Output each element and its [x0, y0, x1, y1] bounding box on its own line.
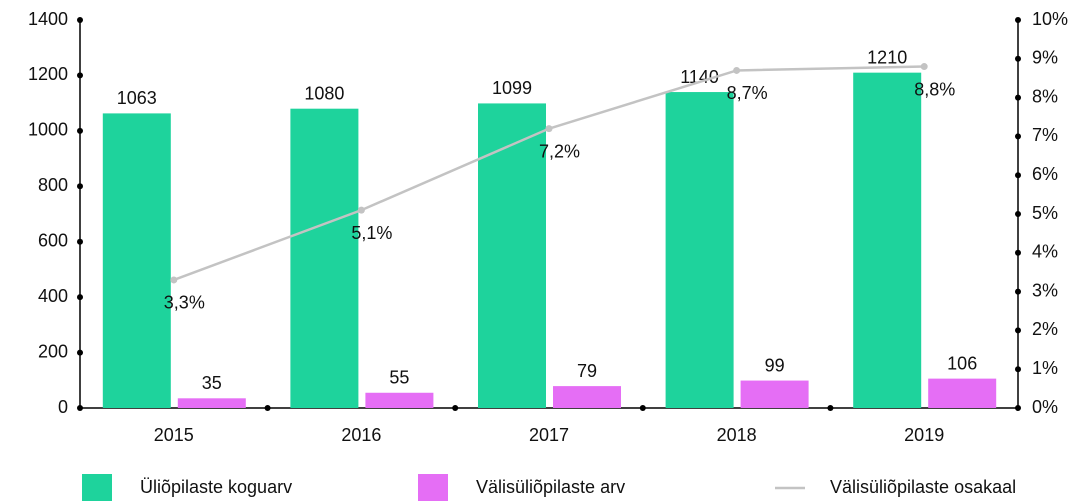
y-tick — [77, 349, 83, 356]
x-tick-label: 2017 — [529, 425, 569, 445]
bar-label: 79 — [577, 361, 597, 381]
bar-label: 99 — [765, 355, 785, 375]
y2-tick — [1015, 133, 1021, 140]
line-point — [545, 125, 553, 133]
line-point — [733, 66, 741, 74]
y2-tick-label: 7% — [1032, 125, 1058, 145]
y-tick — [77, 405, 83, 411]
y-tick-label: 1000 — [28, 120, 68, 140]
y2-tick-label: 5% — [1032, 203, 1058, 223]
y2-tick-label: 10% — [1032, 9, 1068, 29]
y-tick — [77, 294, 83, 301]
x-divider — [827, 405, 834, 411]
line-label: 3,3% — [164, 293, 205, 313]
bar — [177, 398, 246, 408]
legend-swatch — [418, 474, 448, 501]
line-point — [170, 276, 178, 284]
bar-label: 55 — [389, 368, 409, 388]
y2-tick — [1015, 327, 1021, 334]
y2-tick-label: 1% — [1032, 358, 1058, 378]
y-tick — [77, 127, 83, 134]
bar-label: 1063 — [117, 88, 157, 108]
x-tick-label: 2016 — [341, 425, 381, 445]
line-point — [357, 206, 365, 214]
y-tick-label: 400 — [38, 286, 68, 306]
y2-tick — [1015, 366, 1021, 373]
y-tick — [77, 72, 83, 79]
y-tick — [77, 17, 83, 23]
bar — [665, 92, 734, 409]
bar — [102, 113, 171, 408]
bar — [928, 378, 997, 408]
line-label: 5,1% — [351, 223, 392, 243]
bar-label: 1210 — [867, 47, 907, 67]
y2-tick-label: 2% — [1032, 319, 1058, 339]
bar-label: 1099 — [492, 78, 532, 98]
y-tick-label: 600 — [38, 230, 68, 250]
y2-tick-label: 9% — [1032, 48, 1058, 68]
bar-label: 35 — [202, 373, 222, 393]
bar-label: 1140 — [680, 67, 719, 87]
y-tick — [77, 183, 83, 190]
line-label: 8,7% — [727, 83, 768, 103]
x-divider — [452, 405, 459, 411]
x-tick-label: 2015 — [154, 425, 194, 445]
y2-tick-label: 3% — [1032, 280, 1058, 300]
y2-tick — [1015, 55, 1021, 62]
bar-label: 106 — [947, 353, 977, 373]
x-tick-label: 2018 — [717, 425, 757, 445]
y2-tick-label: 8% — [1032, 86, 1058, 106]
legend-label: Välisüliõpilaste osakaal — [830, 477, 1016, 497]
y2-tick-label: 0% — [1032, 397, 1058, 417]
y-tick-label: 800 — [38, 175, 68, 195]
y2-tick — [1015, 249, 1021, 256]
y-tick — [77, 238, 83, 245]
y2-tick-label: 6% — [1032, 164, 1058, 184]
legend-label: Üliõpilaste koguarv — [140, 477, 292, 497]
x-tick-label: 2019 — [904, 425, 944, 445]
line-label: 8,8% — [914, 79, 955, 99]
bar — [478, 103, 546, 409]
x-divider — [639, 405, 646, 411]
y2-tick-label: 4% — [1032, 242, 1058, 262]
x-divider — [264, 405, 271, 411]
y-tick-label: 200 — [38, 341, 68, 361]
legend-label: Välisüliõpilaste arv — [476, 477, 625, 497]
bar — [740, 380, 809, 408]
y-tick-label: 1400 — [28, 9, 68, 29]
y2-tick — [1015, 405, 1021, 411]
y-tick-label: 0 — [58, 397, 68, 417]
bar — [553, 386, 621, 408]
bar — [365, 392, 434, 408]
y2-tick — [1015, 94, 1021, 101]
legend-swatch — [82, 474, 112, 501]
line-label: 7,2% — [539, 141, 580, 161]
y2-tick — [1015, 211, 1021, 217]
y-tick-label: 1200 — [28, 64, 68, 84]
bar — [853, 72, 922, 409]
y2-tick — [1015, 17, 1021, 23]
bar — [290, 108, 359, 408]
line — [173, 65, 925, 282]
y2-tick — [1015, 288, 1021, 295]
bar-label: 1080 — [304, 83, 344, 103]
line-point — [920, 63, 928, 71]
y2-tick — [1015, 172, 1021, 179]
